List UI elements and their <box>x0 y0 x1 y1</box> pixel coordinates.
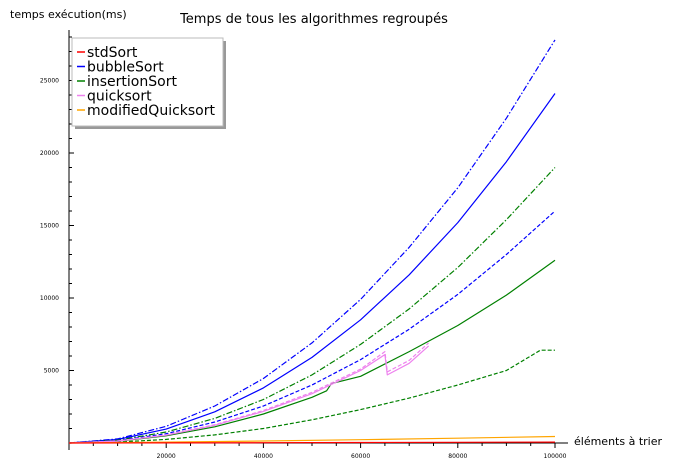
y-axis-label: temps exécution(ms) <box>10 8 127 21</box>
legend-label-modifiedQuicksort: modifiedQuicksort <box>87 103 216 119</box>
x-tick-label: 20000 <box>157 453 176 460</box>
series-line-insertionSort-dashdot <box>68 167 556 444</box>
legend-label-quicksort: quicksort <box>87 89 152 105</box>
y-tick-label: 25000 <box>40 78 59 85</box>
series-group <box>68 39 556 444</box>
x-axis-label: éléments à trier <box>574 435 662 448</box>
y-tick-label: 10000 <box>40 295 59 302</box>
axis-ticks: 20000 40000 60000 80000 100000 5000 10000 15000… <box>40 36 567 460</box>
legend-box <box>71 37 224 127</box>
x-tick-label: 100000 <box>544 453 567 460</box>
series-line-quicksort-dashed <box>68 342 430 444</box>
chart-title: Temps de tous les algorithmes regroupés <box>179 12 448 27</box>
y-tick-label: 15000 <box>40 223 59 230</box>
legend-label-stdSort: stdSort <box>87 45 138 61</box>
legend-label-bubbleSort: bubbleSort <box>87 60 164 76</box>
x-tick-label: 40000 <box>254 453 273 460</box>
legend: stdSortbubbleSortinsertionSortquicksortm… <box>71 37 226 129</box>
series-line-bubbleSort-dashdot <box>68 39 556 444</box>
y-tick-label: 5000 <box>44 368 59 375</box>
x-tick-label: 60000 <box>351 453 370 460</box>
y-tick-label: 20000 <box>40 150 59 157</box>
legend-label-insertionSort: insertionSort <box>87 74 177 90</box>
x-tick-label: 80000 <box>448 453 467 460</box>
series-line-insertionSort-solid <box>68 259 556 444</box>
series-line-bubbleSort-dashed <box>68 210 556 444</box>
series-line-stdSort-solid <box>68 441 556 444</box>
series-line-modifiedQuicksort-solid <box>68 435 556 444</box>
series-line-bubbleSort-solid <box>68 93 556 444</box>
series-line-insertionSort-dashed <box>68 349 555 444</box>
